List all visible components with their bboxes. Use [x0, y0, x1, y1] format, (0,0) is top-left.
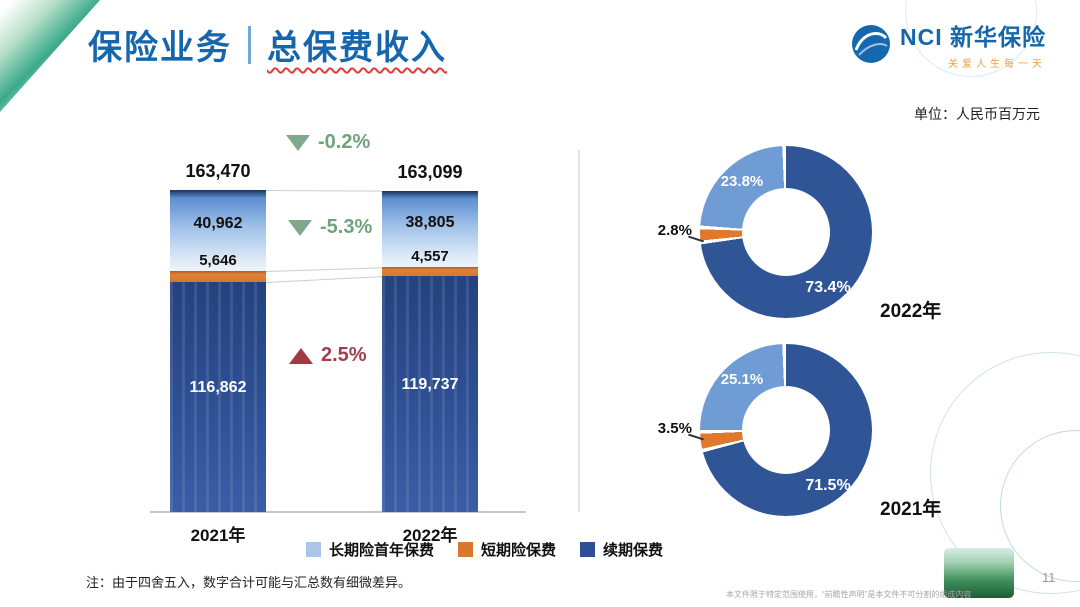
- footnote: 注：由于四舍五入，数字合计可能与汇总数有细微差异。: [86, 575, 412, 590]
- bar-total: 163,099: [397, 161, 463, 182]
- donut-ring: [700, 146, 872, 318]
- segment-renewal-premium: 119,737: [382, 276, 478, 512]
- change-indicator-total: -0.2%: [286, 131, 370, 154]
- legend-swatch-renewal: [580, 542, 596, 557]
- legend-item-short-term: 短期险保费: [458, 539, 556, 560]
- bar-stack: 40,962 5,646 116,862: [170, 190, 266, 512]
- page-title: 保险业务 总保费收入: [88, 20, 447, 69]
- segment-value: 38,805: [405, 213, 455, 231]
- segment-short-term-premium: 4,557: [382, 248, 478, 277]
- vertical-separator: [578, 150, 580, 512]
- logo-texts: NCI 新华保险 关爱人生每一天: [900, 18, 1046, 70]
- change-indicator-first-year: -5.3%: [288, 216, 372, 239]
- segment-short-term-premium: 5,646: [170, 252, 266, 282]
- slice-label-first-year: 25.1%: [720, 371, 764, 388]
- segment-value: 116,862: [189, 378, 247, 396]
- landscape-thumbnail: [944, 548, 1014, 598]
- slice-label-short-term: 2.8%: [657, 222, 692, 239]
- segment-first-year-premium: 38,805: [382, 190, 478, 268]
- up-triangle-icon: [289, 347, 313, 364]
- legend-label: 长期险首年保费: [329, 542, 435, 559]
- segment-value: 119,737: [401, 375, 459, 393]
- chart-legend: 长期险首年保费 短期险保费 续期保费: [306, 539, 663, 560]
- legend-item-first-year: 长期险首年保费: [306, 539, 434, 560]
- title-left: 保险业务: [88, 29, 232, 67]
- disclaimer: 本文件限于特定范围使用，“前瞻性声明”是本文件不可分割的组成内容: [726, 590, 972, 599]
- connector-line: [265, 276, 382, 283]
- connector-line: [265, 190, 383, 192]
- bar-total: 163,470: [185, 161, 251, 182]
- nci-globe-icon: [851, 25, 890, 63]
- down-triangle-icon: [288, 219, 312, 236]
- legend-swatch-short-term: [458, 542, 474, 557]
- logo-abbr: NCI: [899, 24, 943, 50]
- donut-ring: [700, 344, 872, 516]
- bar-2022: 163,099 38,805 4,557 119,737 2022年: [382, 162, 478, 545]
- segment-value: 4,557: [411, 248, 449, 266]
- logo-company: 新华保险: [950, 24, 1046, 50]
- title-right: 总保费收入: [267, 29, 447, 67]
- legend-item-renewal: 续期保费: [580, 539, 663, 560]
- segment-first-year-premium: 40,962: [170, 190, 266, 271]
- down-triangle-icon: [286, 134, 310, 151]
- bar-stack: 38,805 4,557 119,737: [382, 190, 478, 512]
- donut-year-label: 2021年: [880, 499, 942, 520]
- x-axis-label: 2022年: [402, 526, 458, 545]
- donut-year-label: 2022年: [880, 301, 942, 322]
- legend-swatch-first-year: [306, 542, 321, 557]
- segment-value: 40,962: [193, 214, 243, 232]
- nci-logo: NCI 新华保险 关爱人生每一天: [851, 18, 1046, 70]
- bar-2021: 163,470 40,962 5,646 116,862 2021年: [170, 161, 266, 545]
- slice-label-renewal: 71.5%: [805, 477, 851, 494]
- slice-label-renewal: 73.4%: [805, 279, 851, 296]
- logo-name: NCI 新华保险: [900, 18, 1046, 52]
- change-value: 2.5%: [321, 344, 367, 366]
- segment-renewal-premium: 116,862: [170, 281, 266, 512]
- corner-decoration: [0, 0, 100, 112]
- segment-value: 5,646: [199, 251, 237, 269]
- legend-label: 续期保费: [603, 542, 664, 559]
- legend-label: 短期险保费: [481, 542, 557, 559]
- unit-label: 单位：人民币百万元: [914, 106, 1040, 122]
- change-value: -0.2%: [318, 131, 371, 153]
- page-number: 11: [1042, 570, 1056, 585]
- slice-label-first-year: 23.8%: [720, 173, 764, 190]
- donut-chart-2021: 25.1% 71.5% 3.5% 2021年: [658, 344, 941, 520]
- x-axis-line: [150, 511, 526, 513]
- change-indicator-renewal: 2.5%: [289, 344, 367, 367]
- title-divider: [248, 25, 251, 64]
- x-axis-label: 2021年: [190, 526, 246, 545]
- connector-line: [265, 267, 382, 272]
- donut-chart-2022: 23.8% 73.4% 2.8% 2022年: [658, 146, 941, 322]
- slice-label-short-term: 3.5%: [657, 420, 692, 437]
- logo-tagline: 关爱人生每一天: [948, 59, 1046, 70]
- change-value: -5.3%: [320, 216, 373, 238]
